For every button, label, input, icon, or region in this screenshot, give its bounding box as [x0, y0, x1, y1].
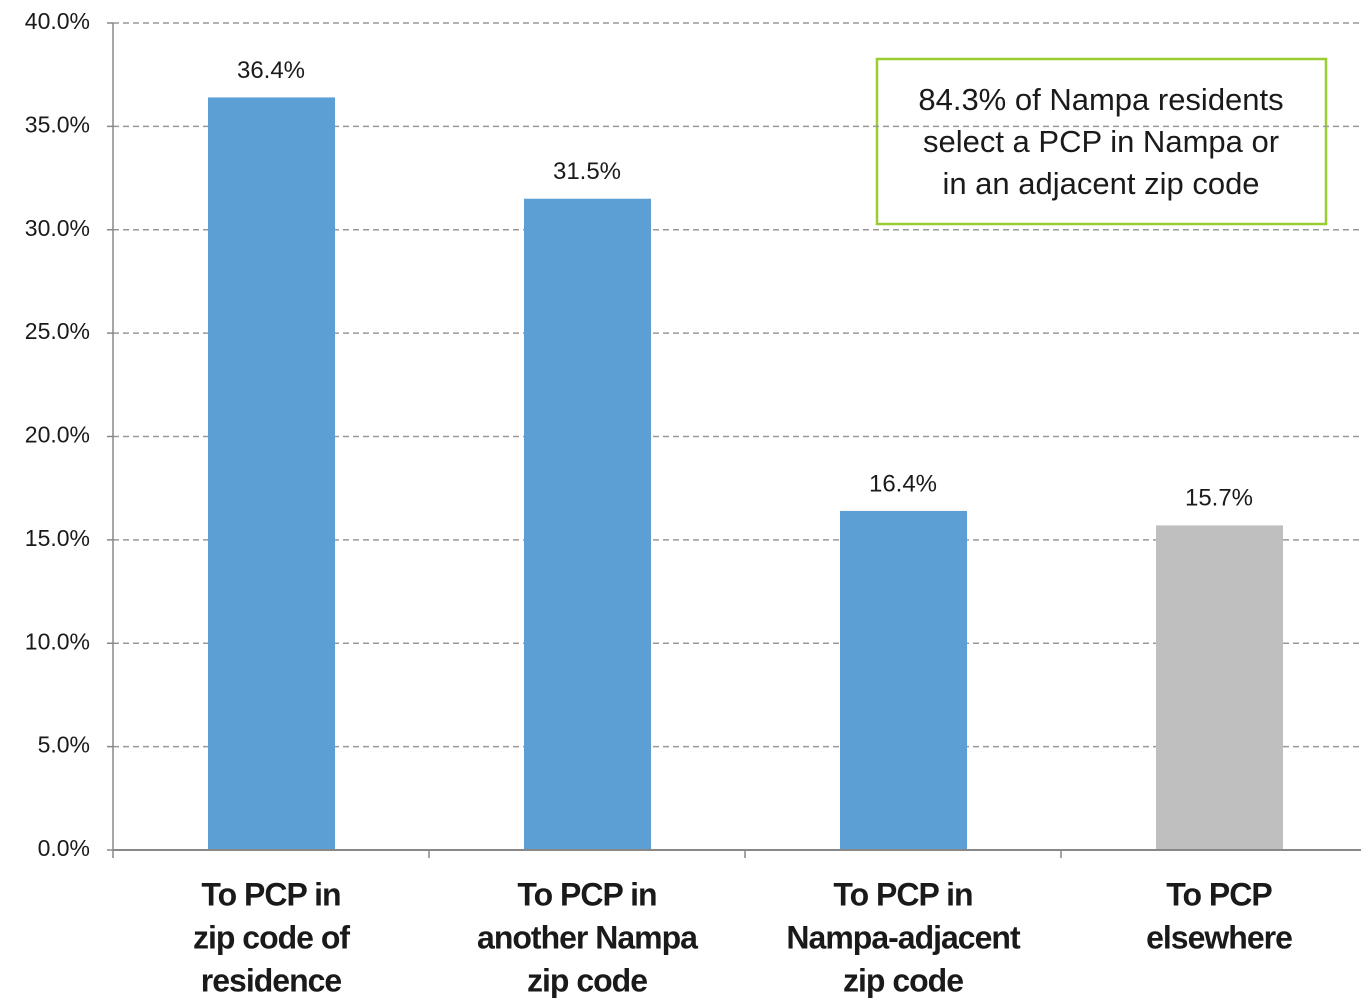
y-tick-label: 5.0% — [38, 732, 90, 758]
y-tick-label: 20.0% — [25, 422, 90, 448]
x-tick-label: Nampa-adjacent — [786, 919, 1021, 955]
x-tick-label: zip code — [843, 962, 963, 998]
y-tick-label: 10.0% — [25, 628, 90, 654]
bar — [524, 198, 651, 851]
y-tick-label: 40.0% — [25, 8, 90, 34]
value-label: 16.4% — [869, 470, 937, 497]
y-tick-label: 30.0% — [25, 215, 90, 241]
x-tick-label: residence — [201, 962, 342, 998]
value-label: 36.4% — [237, 57, 305, 84]
x-tick-label: zip code of — [193, 919, 350, 955]
y-tick-label: 15.0% — [25, 525, 90, 551]
y-tick-label: 35.0% — [25, 111, 90, 137]
x-tick-label: To PCP — [1166, 876, 1272, 912]
annotation-text: in an adjacent zip code — [942, 166, 1259, 201]
bar — [840, 510, 967, 850]
value-label: 31.5% — [553, 158, 621, 185]
annotation-text: 84.3% of Nampa residents — [918, 82, 1283, 117]
bar — [1156, 525, 1283, 850]
x-tick-label: zip code — [527, 962, 647, 998]
x-tick-label: To PCP in — [201, 876, 340, 912]
x-tick-label: To PCP in — [833, 876, 972, 912]
bar — [208, 97, 335, 851]
annotation-text: select a PCP in Nampa or — [923, 124, 1279, 159]
x-tick-label: another Nampa — [477, 919, 698, 955]
value-label: 15.7% — [1185, 485, 1253, 512]
x-tick-label: elsewhere — [1146, 919, 1292, 955]
y-tick-label: 25.0% — [25, 318, 90, 344]
x-tick-label: To PCP in — [517, 876, 656, 912]
annotation-box — [875, 57, 1328, 226]
y-tick-label: 0.0% — [38, 835, 90, 861]
